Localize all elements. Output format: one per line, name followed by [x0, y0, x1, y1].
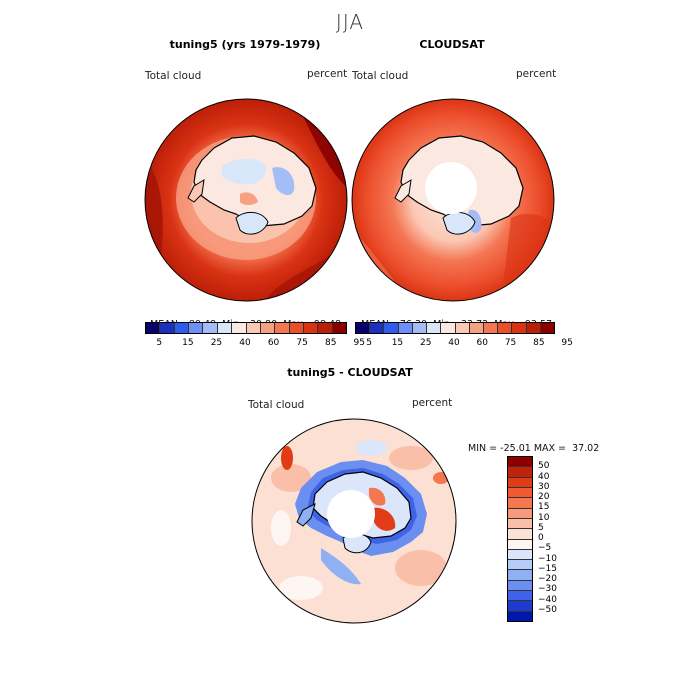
- colorbar-tick-label: 40: [239, 338, 251, 348]
- diff-units: percent: [412, 397, 453, 409]
- diff-stats: MIN = -25.01 MAX = 37.02: [462, 432, 599, 454]
- colorbar-swatch: [217, 323, 233, 333]
- colorbar-tick-label: 75: [296, 338, 308, 348]
- diff-title: tuning5 - CLOUDSAT: [287, 366, 413, 379]
- diff-max-value: 37.02: [572, 443, 600, 454]
- colorbar-swatch: [508, 467, 532, 478]
- colorbar-swatch: [189, 323, 204, 333]
- panel2-variable: Total cloud: [352, 70, 409, 82]
- colorbar-swatch: [508, 498, 532, 509]
- colorbar-tick-label: 50: [538, 461, 550, 472]
- panel1-polar-map: [144, 98, 348, 302]
- colorbar-swatch: [160, 323, 175, 333]
- colorbar-tick-label: −50: [538, 604, 557, 615]
- colorbar-swatch: [512, 323, 527, 333]
- colorbar-swatch: [398, 323, 413, 333]
- colorbar-tick-label: 20: [538, 492, 550, 502]
- colorbar-tick-label: 15: [391, 338, 404, 348]
- panel2-title: CLOUDSAT: [419, 38, 485, 51]
- colorbar-swatch: [508, 601, 532, 612]
- colorbar-tick-label: −30: [538, 584, 557, 595]
- panel2-colorbar-ticks: 5 15 25 40 60 75 85 95: [355, 338, 573, 350]
- colorbar-swatch: [498, 323, 513, 333]
- colorbar-tick-label: 5: [538, 522, 544, 533]
- colorbar-tick-label: 25: [210, 338, 223, 348]
- diff-min-value: -25.01: [500, 443, 531, 454]
- colorbar-swatch: [370, 323, 385, 333]
- colorbar-swatch: [246, 323, 261, 333]
- colorbar-swatch: [508, 477, 532, 488]
- colorbar-swatch: [508, 518, 532, 530]
- colorbar-swatch: [303, 323, 319, 333]
- colorbar-tick-label: 85: [533, 338, 545, 348]
- colorbar-swatch: [318, 323, 333, 333]
- colorbar-tick-label: 75: [504, 338, 517, 348]
- colorbar-swatch: [332, 323, 347, 333]
- colorbar-tick-label: 95: [561, 338, 573, 348]
- colorbar-tick-label: 85: [324, 338, 337, 348]
- panel2-polar-map: [351, 98, 555, 302]
- colorbar-tick-label: 0: [538, 533, 544, 543]
- colorbar-swatch: [508, 508, 532, 519]
- colorbar-swatch: [412, 323, 428, 333]
- panel2-units: percent: [516, 68, 557, 80]
- colorbar-swatch: [356, 323, 371, 333]
- colorbar-tick-label: −40: [538, 594, 557, 605]
- panel1-units: percent: [307, 68, 348, 80]
- diff-colorbar: [507, 456, 533, 622]
- colorbar-swatch: [508, 549, 532, 561]
- colorbar-tick-label: −10: [538, 553, 557, 564]
- panel1-colorbar: [145, 322, 347, 334]
- diff-colorbar-ticks: 50 40 30 20 15 10 5 0 −5 −10 −15 −20 −30 −40 −50: [538, 456, 578, 620]
- colorbar-tick-label: −15: [538, 563, 557, 574]
- colorbar-swatch: [203, 323, 218, 333]
- colorbar-swatch: [384, 323, 399, 333]
- colorbar-swatch: [508, 611, 532, 621]
- colorbar-swatch: [174, 323, 190, 333]
- colorbar-swatch: [508, 539, 532, 550]
- colorbar-swatch: [508, 487, 532, 499]
- colorbar-swatch: [275, 323, 290, 333]
- colorbar-swatch: [508, 529, 532, 540]
- panel2-colorbar: [355, 322, 555, 334]
- colorbar-swatch: [483, 323, 499, 333]
- colorbar-tick-label: 15: [538, 502, 550, 513]
- colorbar-tick-label: 30: [538, 481, 550, 492]
- colorbar-swatch: [427, 323, 442, 333]
- colorbar-swatch: [289, 323, 304, 333]
- panel1-variable: Total cloud: [145, 70, 202, 82]
- colorbar-tick-label: 40: [538, 471, 550, 482]
- colorbar-swatch: [540, 323, 555, 333]
- diff-variable: Total cloud: [248, 399, 305, 411]
- colorbar-tick-label: 60: [267, 338, 280, 348]
- panel1-title: tuning5 (yrs 1979-1979): [169, 38, 321, 51]
- colorbar-swatch: [508, 560, 532, 571]
- colorbar-swatch: [455, 323, 470, 333]
- colorbar-tick-label: 5: [366, 338, 373, 348]
- colorbar-swatch: [508, 570, 532, 581]
- colorbar-tick-label: 15: [182, 338, 194, 348]
- colorbar-tick-label: 25: [419, 338, 432, 348]
- colorbar-swatch: [508, 591, 532, 602]
- diff-polar-map: [251, 418, 457, 624]
- colorbar-tick-label: 60: [476, 338, 489, 348]
- diff-max-label: MAX =: [533, 443, 567, 454]
- diff-min-label: MIN =: [468, 443, 498, 454]
- colorbar-tick-label: 40: [448, 338, 460, 348]
- colorbar-tick-label: 95: [353, 338, 366, 348]
- colorbar-tick-label: 10: [538, 512, 550, 523]
- colorbar-tick-label: 5: [156, 338, 163, 348]
- colorbar-swatch: [146, 323, 161, 333]
- panel1-colorbar-ticks: 5 15 25 40 60 75 85 95: [145, 338, 365, 350]
- colorbar-swatch: [508, 457, 532, 468]
- colorbar-swatch: [508, 580, 532, 592]
- colorbar-swatch: [469, 323, 484, 333]
- colorbar-swatch: [441, 323, 456, 333]
- colorbar-tick-label: −5: [538, 543, 552, 554]
- season-title: JJA: [335, 10, 365, 34]
- colorbar-swatch: [260, 323, 276, 333]
- colorbar-tick-label: −20: [538, 574, 557, 584]
- colorbar-swatch: [526, 323, 541, 333]
- colorbar-swatch: [232, 323, 247, 333]
